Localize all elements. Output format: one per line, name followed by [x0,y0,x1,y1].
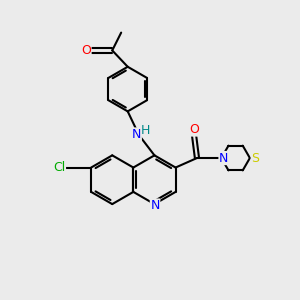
Text: Cl: Cl [53,161,65,174]
Text: H: H [141,124,150,137]
Text: N: N [150,199,160,212]
Text: N: N [132,128,141,141]
Text: S: S [251,152,259,164]
Text: N: N [219,152,228,164]
Text: O: O [189,123,199,136]
Text: O: O [81,44,91,57]
